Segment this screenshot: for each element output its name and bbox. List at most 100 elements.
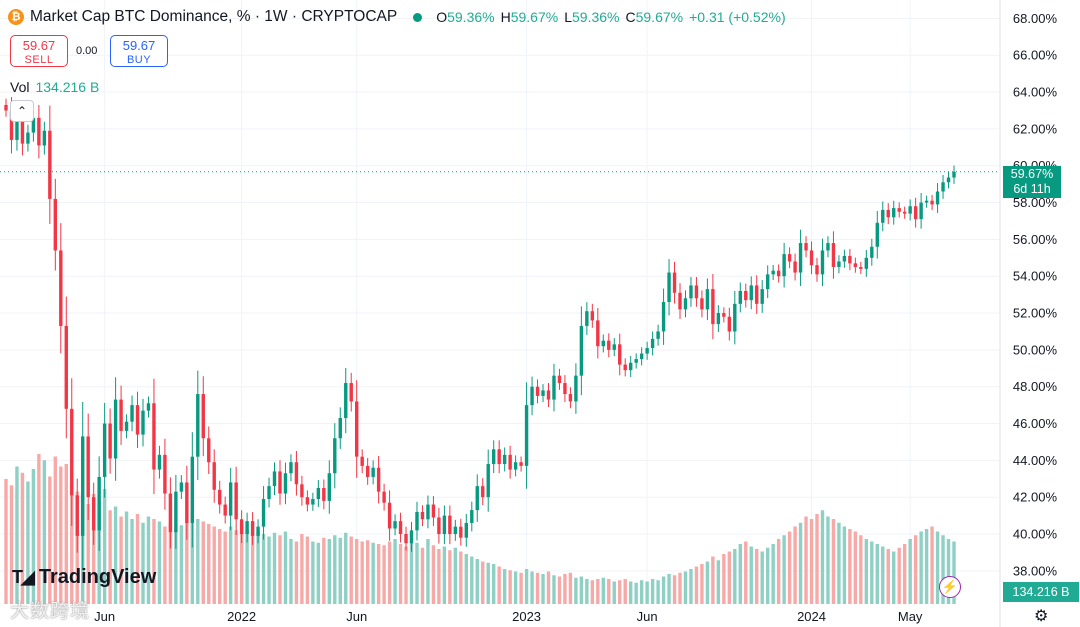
chart-grid: [0, 0, 1000, 604]
candle-body: [398, 521, 403, 535]
volume-bar: [541, 574, 545, 604]
volume-bar: [508, 570, 512, 604]
volume-bar: [70, 485, 74, 604]
candle-body: [908, 206, 912, 214]
volume-bar: [486, 562, 490, 604]
buy-button[interactable]: 59.67 BUY: [110, 35, 168, 67]
candle-body: [371, 467, 375, 477]
volume-bar: [130, 519, 134, 604]
volume-bar: [853, 531, 858, 604]
candle-body: [91, 497, 96, 531]
candle-body: [108, 423, 112, 459]
candle-body: [815, 265, 819, 275]
volume-bar: [590, 580, 595, 604]
candle-body: [59, 250, 63, 326]
tradingview-logo[interactable]: T◢ TradingView: [12, 566, 156, 589]
ohlc-open-key: O: [436, 9, 448, 25]
volume-bar: [212, 526, 216, 604]
last-price-value: 59.67%: [1010, 167, 1054, 181]
candlesticks: [4, 97, 956, 571]
candle-body: [327, 473, 332, 501]
volume-bar: [628, 581, 633, 604]
volume-bar: [634, 582, 638, 604]
volume-bar: [185, 522, 189, 604]
volume-bar: [64, 464, 68, 604]
symbol-title[interactable]: Market Cap BTC Dominance, % · 1W · CRYPT…: [30, 8, 398, 25]
volume-bar: [683, 571, 688, 604]
candle-body: [870, 246, 874, 258]
collapse-legend-button[interactable]: ⌃: [10, 100, 34, 122]
time-axis[interactable]: Jun2022Jun2023Jun2024May202: [94, 609, 1080, 624]
price-axis[interactable]: 38.00% 40.00% 42.00% 44.00% 46.00% 48.00% 50.0…: [1013, 11, 1058, 578]
volume-bar: [837, 522, 841, 604]
volume-bar: [152, 519, 156, 604]
candle-body: [272, 471, 277, 487]
volume-bar: [585, 579, 589, 604]
candle-body: [239, 519, 244, 535]
volume-bar: [20, 472, 25, 604]
volume-bar: [201, 521, 205, 604]
lightning-icon[interactable]: ⚡: [939, 576, 961, 598]
sell-price: 59.67: [22, 38, 56, 53]
volume-bar: [48, 476, 52, 604]
candle-body: [623, 364, 627, 371]
volume-bar: [579, 576, 584, 604]
volume-bar: [848, 529, 852, 604]
candle-body: [776, 270, 781, 277]
candle-body: [283, 473, 288, 494]
volume-bar: [787, 531, 792, 604]
candle-body: [859, 267, 863, 269]
candle-body: [146, 403, 151, 411]
volume-bar: [37, 454, 41, 604]
volume-bar: [716, 560, 721, 604]
volume-bar: [650, 579, 655, 604]
volume-bar: [218, 529, 222, 604]
candle-body: [256, 526, 260, 536]
volume-bar: [809, 519, 814, 604]
candle-body: [787, 254, 792, 262]
candle-body: [952, 171, 956, 178]
candle-body: [902, 211, 907, 214]
candle-body: [404, 534, 408, 544]
volume-bar: [196, 519, 200, 604]
chart-settings-gear-icon[interactable]: ⚙: [1034, 608, 1049, 625]
volume-bar: [300, 534, 304, 604]
candle-body: [897, 208, 901, 212]
candle-body: [579, 325, 584, 376]
volume-bar: [771, 544, 775, 604]
volume-bar: [163, 526, 167, 604]
y-tick-label: 46.00%: [1013, 416, 1058, 431]
candle-body: [826, 243, 830, 251]
candle-body: [409, 530, 414, 544]
volume-bar: [952, 541, 956, 604]
volume-bar: [711, 556, 715, 604]
candle-body: [946, 177, 951, 183]
volume-bar: [53, 456, 58, 604]
volume-bar: [826, 516, 830, 604]
sell-button[interactable]: 59.67 SELL: [10, 35, 68, 67]
candle-body: [15, 119, 19, 140]
candle-body: [201, 394, 205, 439]
tradingview-logo-icon: T◢: [12, 567, 35, 587]
volume-bar: [404, 546, 408, 604]
volume-bar: [146, 516, 151, 604]
candle-body: [316, 487, 321, 500]
volume-bar: [382, 545, 386, 604]
candle-body: [185, 482, 189, 523]
volume-bar: [552, 575, 556, 604]
candle-body: [930, 200, 934, 205]
y-tick-label: 40.00%: [1013, 527, 1058, 542]
volume-bar: [689, 569, 693, 604]
candle-body: [574, 375, 578, 402]
volume-bar: [842, 526, 847, 604]
candle-body: [502, 454, 507, 465]
volume-bar: [601, 577, 605, 604]
candle-body: [722, 313, 726, 317]
candle-body: [552, 375, 556, 400]
volume-bar: [744, 541, 748, 604]
volume-bar: [815, 514, 819, 604]
sell-label: SELL: [24, 54, 54, 66]
volume-bar: [245, 529, 249, 604]
candle-body: [924, 200, 929, 203]
